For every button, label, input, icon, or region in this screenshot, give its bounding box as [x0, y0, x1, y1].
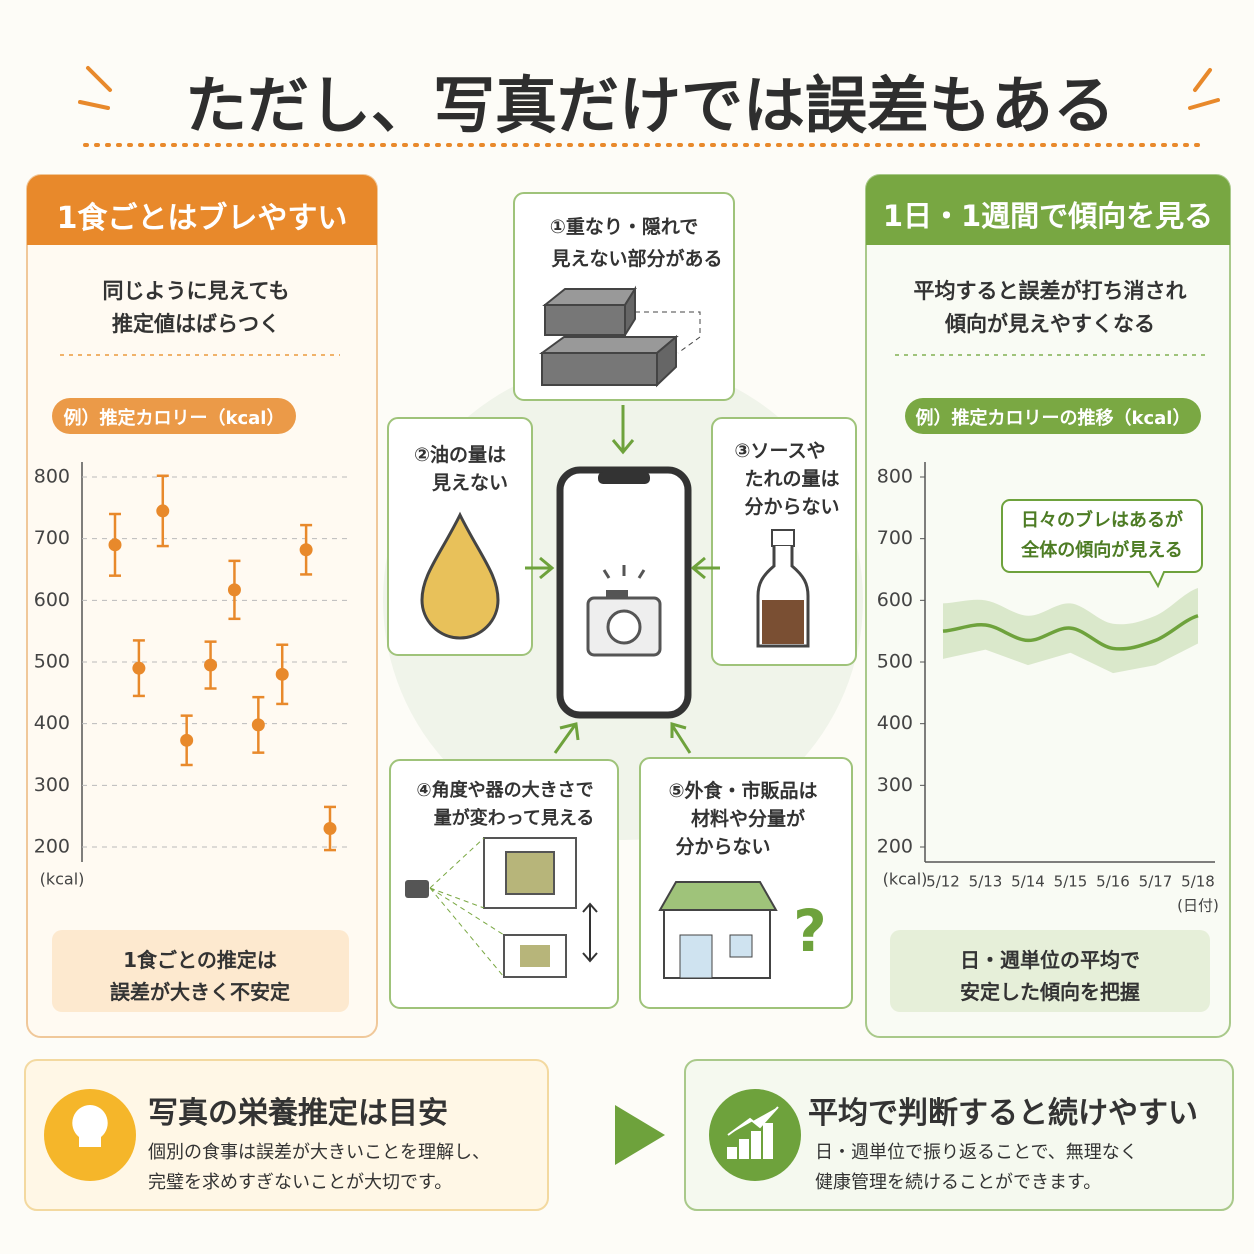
cause: 量が変わって見える	[433, 808, 595, 829]
y-tick-label: 800	[877, 466, 913, 488]
callout-box	[1001, 499, 1203, 589]
phone	[556, 466, 692, 719]
growth-shape	[727, 1106, 779, 1159]
point	[156, 504, 170, 518]
svg-text:?: ?	[793, 897, 827, 965]
note: 日・週単位の平均で	[960, 948, 1140, 972]
oil-icon	[420, 511, 500, 640]
bottom-text: 日・週単位で振り返ることで、無理なく	[815, 1142, 1138, 1163]
cause: ②油の量は	[413, 444, 507, 466]
band	[943, 588, 1198, 674]
chart-label: 例）推定カロリー（kcal）	[63, 408, 285, 429]
cause: ⑤外食・市販品は	[668, 780, 818, 802]
x-tick-label: 5/13	[969, 873, 1003, 891]
cause: 見えない部分がある	[551, 248, 723, 270]
bottom-heading: 写真の栄養推定は目安	[148, 1096, 448, 1131]
left-header	[27, 175, 377, 245]
y-tick-label: 400	[34, 712, 70, 734]
point	[323, 822, 337, 835]
x-axis-unit: (日付)	[1177, 897, 1219, 915]
point	[180, 733, 194, 747]
big-arrow	[570, 1105, 665, 1165]
callout: 日々のブレはあるが	[1021, 510, 1183, 531]
point	[275, 667, 289, 681]
y-axis-unit: (kcal)	[883, 870, 928, 889]
point	[132, 661, 146, 675]
y-tick-label: 500	[34, 651, 70, 673]
shop-icon: ?	[658, 881, 827, 979]
note: 安定した傾向を把握	[960, 980, 1140, 1004]
y-axis-unit: (kcal)	[40, 870, 85, 889]
point	[204, 658, 218, 672]
y-tick-label: 700	[34, 527, 70, 549]
cause: たれの量は	[744, 468, 840, 490]
angle-icon	[405, 837, 598, 978]
title: ただし、写真だけでは誤差もある	[184, 69, 1116, 142]
cause: ③ソースや	[734, 440, 826, 462]
trend-line	[942, 614, 1199, 651]
point	[227, 583, 241, 597]
note: 1食ごとの推定は	[123, 948, 277, 972]
x-tick-label: 5/18	[1181, 873, 1215, 891]
right-note-box	[890, 930, 1210, 1012]
bottom-heading: 平均で判断すると続けやすい	[808, 1096, 1198, 1131]
y-tick-label: 600	[34, 589, 70, 611]
text: 傾向が見えやすくなる	[945, 312, 1155, 336]
heading: 1日・1週間で傾向を見る	[882, 199, 1214, 233]
cause: 分からない	[744, 496, 840, 518]
chart-label: 例）推定カロリーの推移（kcal）	[915, 408, 1191, 429]
text: 推定値はばらつく	[112, 312, 280, 336]
callout: 全体の傾向が見える	[1021, 540, 1183, 561]
bottom-box-right	[684, 1059, 1234, 1211]
bottom-text: 健康管理を続けることができます。	[815, 1172, 1102, 1193]
y-tick-label: 300	[877, 774, 913, 796]
point	[251, 718, 265, 732]
bottom-text: 完璧を求めすぎないことが大切です。	[148, 1172, 453, 1193]
x-tick-label: 5/15	[1054, 873, 1088, 891]
bulb-shape	[72, 1105, 108, 1147]
x-tick-label: 5/17	[1139, 873, 1173, 891]
y-tick-label: 200	[877, 836, 913, 858]
y-tick-label: 400	[877, 712, 913, 734]
bottom-box-left	[24, 1059, 549, 1211]
cause: 材料や分量が	[690, 808, 806, 830]
bottle-icon	[756, 529, 810, 648]
heading: 1食ごとはブレやすい	[56, 201, 348, 236]
arrows	[525, 405, 720, 754]
point	[299, 543, 313, 557]
bottom-text: 個別の食事は誤差が大きいことを理解し、	[148, 1142, 490, 1163]
right-header	[866, 175, 1230, 245]
y-tick-label: 600	[877, 589, 913, 611]
y-tick-label: 800	[34, 466, 70, 488]
cause: 分からない	[675, 836, 771, 858]
left-pill	[52, 398, 296, 434]
block-icon	[538, 285, 701, 388]
left-note-box	[52, 930, 349, 1012]
note: 誤差が大きく不安定	[110, 980, 290, 1004]
point	[108, 538, 122, 552]
cause: 見えない	[431, 472, 509, 494]
x-tick-label: 5/12	[926, 873, 960, 891]
x-tick-label: 5/14	[1011, 873, 1045, 891]
y-tick-label: 500	[877, 651, 913, 673]
text: 同じように見えても	[102, 279, 290, 303]
text: 平均すると誤差が打ち消され	[913, 279, 1187, 303]
y-tick-label: 700	[877, 527, 913, 549]
y-tick-label: 300	[34, 774, 70, 796]
title-accent	[78, 66, 1220, 110]
x-tick-label: 5/16	[1096, 873, 1130, 891]
right-pill	[905, 398, 1201, 434]
y-tick-label: 200	[34, 836, 70, 858]
cause: ④角度や器の大きさで	[416, 780, 594, 801]
cause: ①重なり・隠れで	[549, 216, 699, 238]
